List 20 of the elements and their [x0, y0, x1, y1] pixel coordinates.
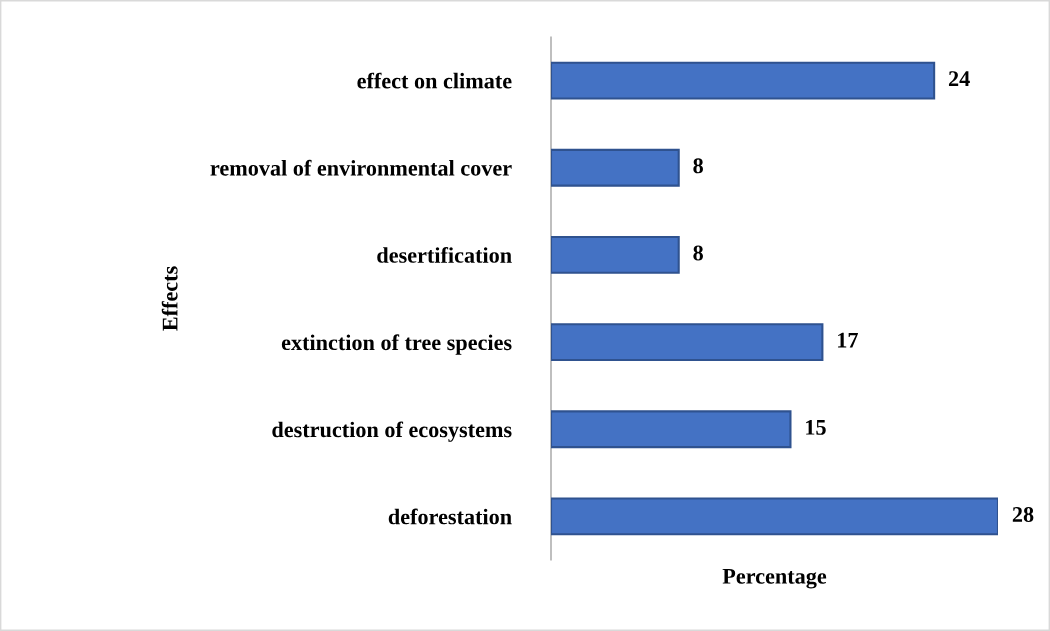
y-tick-label: desertification — [377, 246, 512, 263]
data-label: 24 — [948, 71, 970, 86]
y-tick-label: removal of environmental cover — [210, 159, 512, 176]
y-axis-title: Effects — [161, 266, 178, 331]
data-label: 28 — [1012, 506, 1034, 522]
x-axis-title: Percentage — [722, 569, 827, 589]
bar — [551, 236, 680, 274]
bar — [551, 323, 824, 361]
data-label: 8 — [693, 158, 703, 174]
bar — [551, 61, 936, 100]
bar — [551, 497, 998, 536]
data-label: 15 — [806, 419, 826, 435]
data-label: 17 — [838, 332, 858, 348]
y-tick-label: extinction of tree species — [281, 334, 512, 355]
bar — [551, 148, 680, 187]
bar — [551, 410, 792, 449]
y-tick-label: deforestation — [388, 508, 512, 525]
y-tick-label: effect on climate — [357, 72, 512, 89]
data-label: 8 — [693, 245, 703, 261]
y-tick-label: destruction of ecosystems — [272, 421, 512, 442]
